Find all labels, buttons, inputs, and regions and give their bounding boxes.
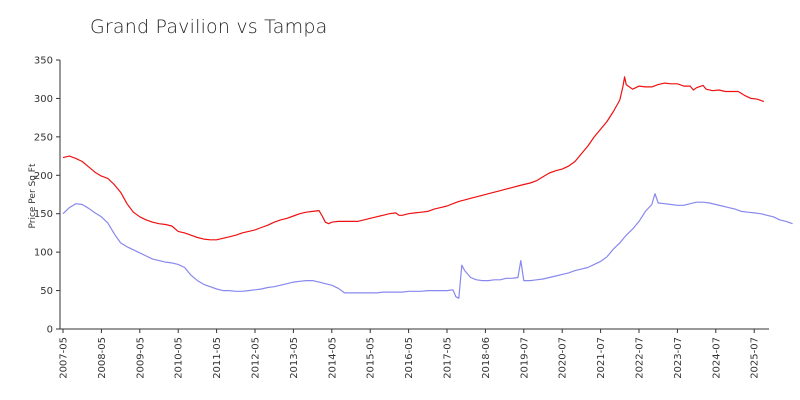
x-tick-label-2015-05: 2015-05 [366, 337, 377, 379]
axes-group: 0 50 100 150 200 250 300 350 2007-05 2008-05 2009-… [34, 56, 769, 379]
x-tick-label-2017-05: 2017-05 [443, 337, 454, 379]
y-tick-label-100: 100 [34, 248, 53, 259]
x-tick-label-2019-07: 2019-07 [519, 337, 530, 379]
y-tick-label-50: 50 [40, 286, 53, 297]
series-line-tampa [62, 193, 793, 299]
x-tick-label-2008-05: 2008-05 [97, 337, 108, 379]
x-tick-label-2022-07: 2022-07 [635, 337, 646, 379]
x-tick-label-2009-05: 2009-05 [135, 337, 146, 379]
y-tick-label-200: 200 [34, 171, 53, 182]
y-tick-label-350: 350 [34, 56, 53, 67]
x-tick-label-2025-07: 2025-07 [750, 337, 761, 379]
y-tick-label-250: 250 [34, 132, 53, 143]
x-tick-label-2018-06: 2018-06 [481, 337, 492, 379]
x-tick-label-2013-05: 2013-05 [289, 337, 300, 379]
y-tick-label-0: 0 [47, 325, 53, 336]
x-tick-label-2024-07: 2024-07 [711, 337, 722, 379]
x-tick-label-2007-05: 2007-05 [59, 337, 70, 379]
chart-title: Grand Pavilion vs Tampa [90, 16, 328, 38]
series-layer [62, 76, 793, 299]
series-line-grand-pavilion [62, 76, 765, 241]
x-tick-label-2023-07: 2023-07 [673, 337, 684, 379]
y-axis-label: Price Per Sq Ft [28, 163, 38, 228]
x-tick-label-2012-05: 2012-05 [251, 337, 262, 379]
x-tick-label-2014-05: 2014-05 [327, 337, 338, 379]
y-tick-label-300: 300 [34, 94, 53, 105]
x-tick-label-2016-05: 2016-05 [404, 337, 415, 379]
y-tick-label-150: 150 [34, 209, 53, 220]
x-tick-label-2021-07: 2021-07 [596, 337, 607, 379]
x-tick-label-2011-05: 2011-05 [212, 337, 223, 379]
x-tick-label-2010-05: 2010-05 [174, 337, 185, 379]
x-tick-label-2020-07: 2020-07 [558, 337, 569, 379]
